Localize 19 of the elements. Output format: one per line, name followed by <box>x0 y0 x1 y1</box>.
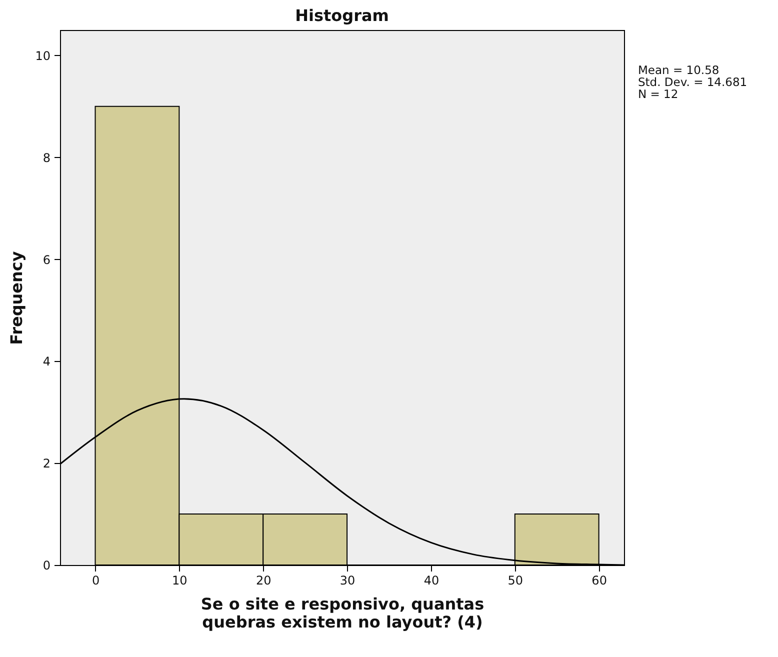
y-tick-label: 2 <box>42 456 50 471</box>
y-tick-label: 10 <box>35 48 50 63</box>
y-axis-title: Frequency <box>7 250 26 345</box>
x-tick-label: 60 <box>592 574 607 588</box>
text: N = 12 <box>638 87 680 101</box>
y-tick-label: 6 <box>42 252 50 267</box>
text: Std. Dev. = 14.681 <box>638 75 748 89</box>
y-tick-label: 0 <box>42 558 50 572</box>
x-tick-label: 20 <box>256 574 272 588</box>
x-tick-label: 0 <box>92 574 100 588</box>
y-tick-label: 4 <box>42 354 50 369</box>
x-axis-title: Se o site e responsivo, quantas quebras existem no layout? (4) <box>200 594 484 632</box>
x-tick-label: 30 <box>340 574 356 588</box>
x-tick-label: 40 <box>424 574 440 588</box>
chart-title: Histogram <box>295 6 389 25</box>
text: Mean = 10.58 <box>638 63 720 77</box>
y-tick-label: 8 <box>42 150 50 165</box>
x-tick-label: 10 <box>172 574 188 588</box>
x-tick-label: 50 <box>508 574 524 588</box>
